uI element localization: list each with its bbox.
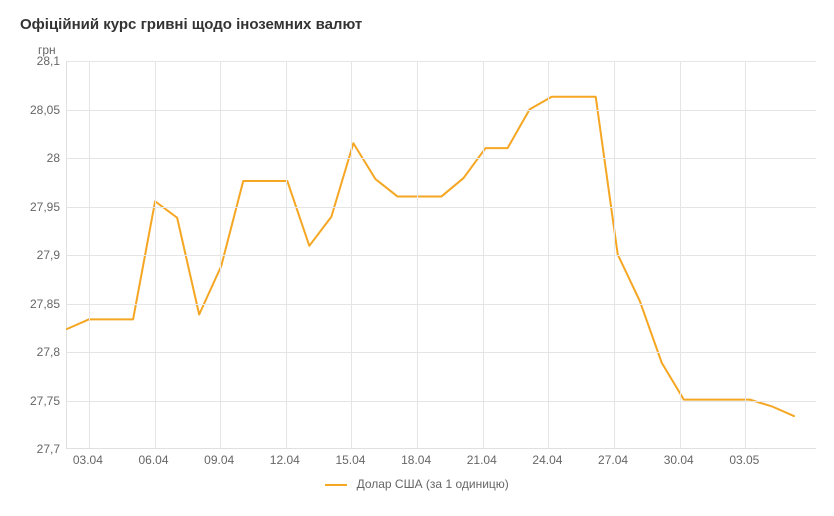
gridline-v <box>680 61 681 448</box>
plot-area <box>66 61 816 449</box>
y-tick-label: 27,7 <box>37 442 60 456</box>
x-tick-label: 21.04 <box>467 453 497 467</box>
x-tick-label: 03.04 <box>73 453 103 467</box>
y-tick-label: 27,9 <box>37 248 60 262</box>
gridline-v <box>417 61 418 448</box>
y-tick-label: 27,85 <box>30 297 60 311</box>
gridline-h <box>67 401 816 402</box>
chart-title: Офіційний курс гривні щодо іноземних вал… <box>20 16 816 33</box>
x-tick-label: 18.04 <box>401 453 431 467</box>
x-tick-label: 24.04 <box>532 453 562 467</box>
gridline-h <box>67 158 816 159</box>
x-axis: 03.04 06.04 09.04 12.04 15.04 18.04 21.04 24.04… <box>66 449 810 471</box>
gridline-h <box>67 255 816 256</box>
y-tick-label: 28,05 <box>30 103 60 117</box>
y-tick-label: 28 <box>47 151 60 165</box>
legend-swatch <box>325 484 347 486</box>
chart-row: 27,727,7527,827,8527,927,952828,0528,1 <box>18 61 816 449</box>
y-tick-label: 27,75 <box>30 394 60 408</box>
gridline-h <box>67 304 816 305</box>
y-axis-unit: грн <box>38 43 816 57</box>
gridline-v <box>548 61 549 448</box>
x-tick-label: 03.05 <box>729 453 759 467</box>
x-tick-label: 09.04 <box>204 453 234 467</box>
gridline-h <box>67 352 816 353</box>
gridline-h <box>67 207 816 208</box>
gridline-v <box>614 61 615 448</box>
x-tick-label: 12.04 <box>270 453 300 467</box>
gridline-v <box>351 61 352 448</box>
x-tick-label: 30.04 <box>664 453 694 467</box>
y-axis: 27,727,7527,827,8527,927,952828,0528,1 <box>18 61 66 449</box>
gridline-h <box>67 61 816 62</box>
chart-container: Офіційний курс гривні щодо іноземних вал… <box>0 0 834 516</box>
gridline-v <box>483 61 484 448</box>
series-line <box>67 97 794 416</box>
x-tick-label: 15.04 <box>335 453 365 467</box>
x-tick-label: 06.04 <box>139 453 169 467</box>
y-tick-label: 28,1 <box>37 54 60 68</box>
y-tick-label: 27,8 <box>37 345 60 359</box>
y-tick-label: 27,95 <box>30 200 60 214</box>
x-tick-label: 27.04 <box>598 453 628 467</box>
gridline-h <box>67 110 816 111</box>
gridline-v <box>286 61 287 448</box>
gridline-v <box>155 61 156 448</box>
legend-label: Долар США (за 1 одиницю) <box>357 477 509 491</box>
gridline-v <box>89 61 90 448</box>
legend: Долар США (за 1 одиницю) <box>18 477 816 491</box>
gridline-v <box>745 61 746 448</box>
gridline-v <box>220 61 221 448</box>
